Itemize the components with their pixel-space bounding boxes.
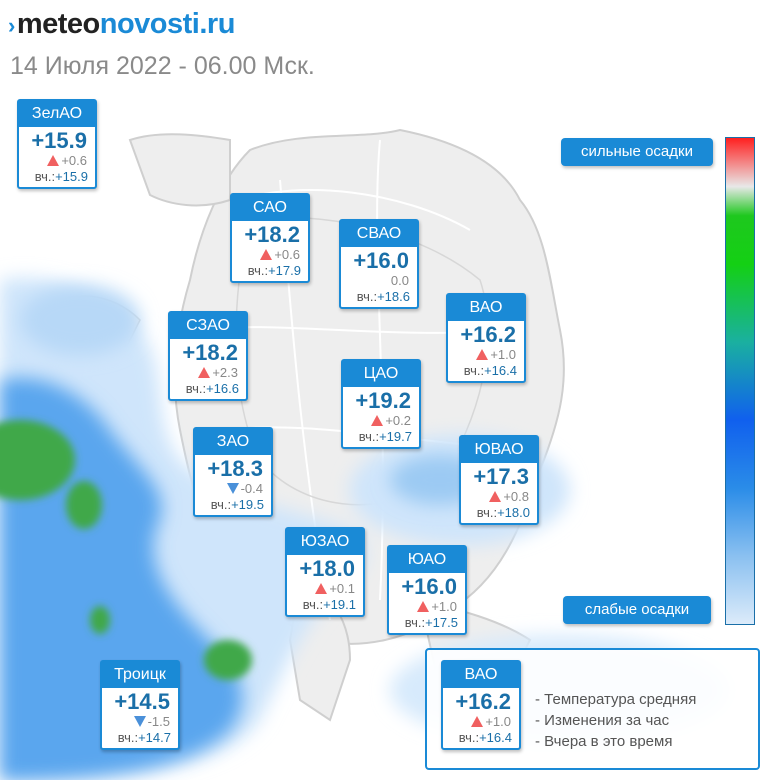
district-temp: +16.0 [401, 574, 457, 599]
district-change: +0.2 [343, 413, 419, 429]
district-temp: +18.2 [244, 222, 300, 247]
trend-up-icon [417, 601, 430, 612]
legend-line-change: - Изменения за час [535, 712, 670, 729]
district-change: -0.4 [195, 481, 271, 497]
district-yesterday: вч.:+15.9 [34, 169, 88, 184]
district-name: ЮВАО [461, 437, 537, 463]
scale-label-heavy: сильные осадки [561, 138, 713, 166]
district-temp: +19.2 [355, 388, 411, 413]
logo-part-novosti: novosti.ru [99, 8, 236, 40]
district-name: САО [232, 195, 308, 221]
district-yesterday: вч.:+19.7 [358, 429, 412, 444]
district-yesterday: вч.:+16.4 [463, 363, 517, 378]
trend-up-icon [371, 415, 384, 426]
district-name: ЦАО [343, 361, 419, 387]
trend-down-icon [133, 716, 146, 727]
legend-example-change: +1.0 [443, 714, 519, 730]
district-change: +0.6 [232, 247, 308, 263]
legend-line-temp: - Температура средняя [535, 691, 697, 708]
district-change: +0.1 [287, 581, 363, 597]
logo-part-meteo: meteo [16, 8, 100, 40]
district-change: +1.0 [448, 347, 524, 363]
trend-up-icon [489, 491, 502, 502]
district-yesterday: вч.:+14.7 [117, 730, 171, 745]
legend-example-card: ВАО +16.2 +1.0 вч.:+16.4 [441, 660, 521, 750]
date-heading: 14 Июля 2022 - 06.00 Мск. [10, 52, 315, 80]
district-yesterday: вч.:+18.6 [356, 289, 410, 304]
district-temp: +16.2 [460, 322, 516, 347]
district-temp: +18.2 [182, 340, 238, 365]
district-card-yuzao[interactable]: ЮЗАО +18.0 +0.1 вч.:+19.1 [285, 527, 365, 617]
precipitation-heavy [0, 420, 252, 680]
district-card-szao[interactable]: СЗАО +18.2 +2.3 вч.:+16.6 [168, 311, 248, 401]
trend-up-icon [47, 155, 60, 166]
district-card-yuvao[interactable]: ЮВАО +17.3 +0.8 вч.:+18.0 [459, 435, 539, 525]
district-yesterday: вч.:+19.1 [302, 597, 356, 612]
district-yesterday: вч.:+17.5 [404, 615, 458, 630]
trend-up-icon [471, 716, 484, 727]
district-name: Троицк [102, 662, 178, 688]
district-yesterday: вч.:+18.0 [476, 505, 530, 520]
logo-arrow: › [8, 13, 15, 38]
district-yesterday: вч.:+19.5 [210, 497, 264, 512]
district-temp: +16.0 [353, 248, 409, 273]
district-card-cao[interactable]: ЦАО +19.2 +0.2 вч.:+19.7 [341, 359, 421, 449]
district-change: -1.5 [102, 714, 178, 730]
district-change: +0.6 [19, 153, 95, 169]
district-card-sao[interactable]: САО +18.2 +0.6 вч.:+17.9 [230, 193, 310, 283]
district-change: +2.3 [170, 365, 246, 381]
district-card-yuao[interactable]: ЮАО +16.0 +1.0 вч.:+17.5 [387, 545, 467, 635]
district-yesterday: вч.:+16.6 [185, 381, 239, 396]
district-name: ЗелАО [19, 101, 95, 127]
trend-up-icon [315, 583, 328, 594]
district-name: ЗАО [195, 429, 271, 455]
district-card-troitsk[interactable]: Троицк +14.5 -1.5 вч.:+14.7 [100, 660, 180, 750]
district-temp: +18.3 [207, 456, 263, 481]
legend-line-yesterday: - Вчера в это время [535, 733, 673, 750]
district-card-zelao[interactable]: ЗелАО +15.9 +0.6 вч.:+15.9 [17, 99, 97, 189]
district-yesterday: вч.:+17.9 [247, 263, 301, 278]
site-logo[interactable]: ›meteonovosti.ru [8, 6, 235, 44]
legend-example-yesterday: вч.:+16.4 [458, 730, 512, 745]
district-card-zao[interactable]: ЗАО +18.3 -0.4 вч.:+19.5 [193, 427, 273, 517]
district-change: 0.0 [390, 273, 409, 288]
district-temp: +18.0 [299, 556, 355, 581]
district-name: ВАО [448, 295, 524, 321]
district-temp: +17.3 [473, 464, 529, 489]
district-card-svao[interactable]: СВАО +16.0 0.0 вч.:+18.6 [339, 219, 419, 309]
district-name: ЮАО [389, 547, 465, 573]
district-card-vao[interactable]: ВАО +16.2 +1.0 вч.:+16.4 [446, 293, 526, 383]
district-name: СЗАО [170, 313, 246, 339]
district-change: +0.8 [461, 489, 537, 505]
district-name: СВАО [341, 221, 417, 247]
trend-up-icon [260, 249, 273, 260]
district-temp: +15.9 [31, 128, 87, 153]
trend-down-icon [226, 483, 239, 494]
district-change: +1.0 [389, 599, 465, 615]
trend-up-icon [476, 349, 489, 360]
legend-example-temp: +16.2 [455, 689, 511, 714]
legend-example-name: ВАО [443, 662, 519, 688]
district-name: ЮЗАО [287, 529, 363, 555]
district-temp: +14.5 [114, 689, 170, 714]
scale-label-light: слабые осадки [563, 596, 711, 624]
precipitation-scale-bar [725, 137, 755, 625]
trend-up-icon [198, 367, 211, 378]
